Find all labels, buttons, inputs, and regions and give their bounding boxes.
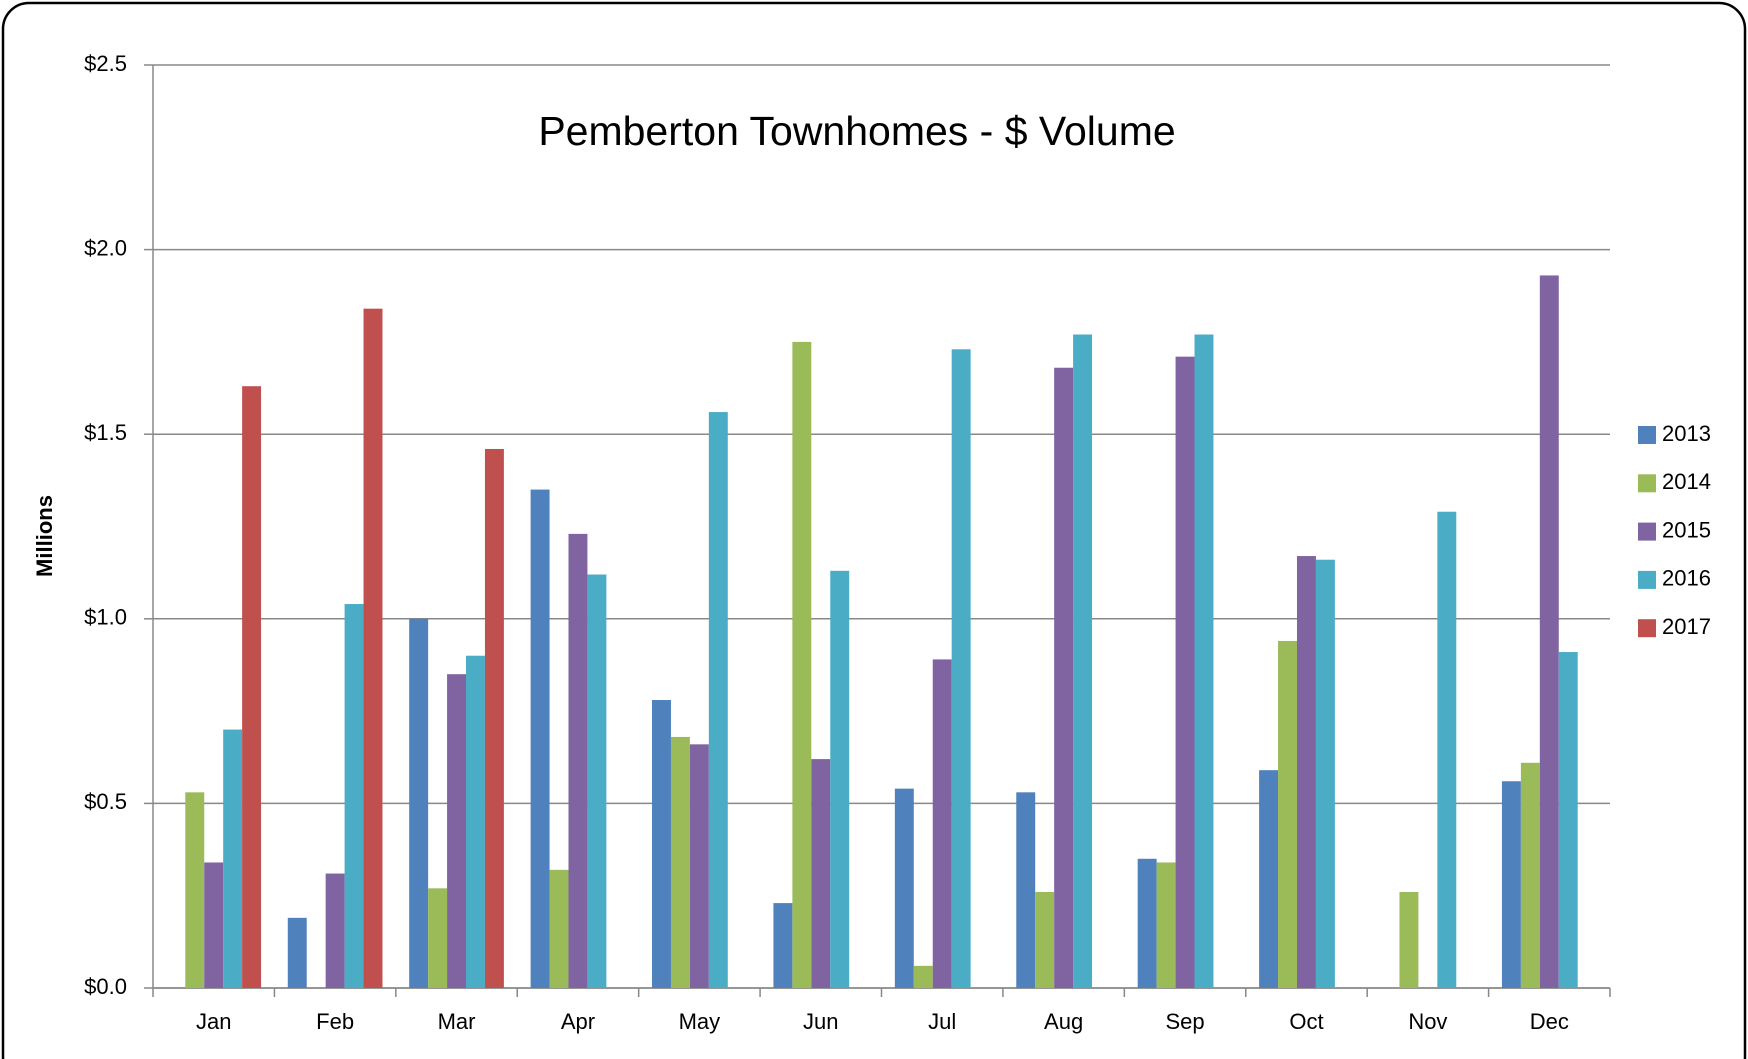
bar <box>830 570 850 988</box>
bar <box>708 412 728 989</box>
x-tick-label: Jul <box>928 1009 956 1034</box>
x-tick-label: Apr <box>561 1009 595 1034</box>
y-tick-label: $0.0 <box>84 974 127 999</box>
bar <box>223 729 243 988</box>
bar <box>1137 858 1157 988</box>
legend-label: 2016 <box>1662 566 1711 591</box>
bar <box>287 917 307 988</box>
bar <box>1520 762 1540 988</box>
legend-swatch <box>1638 522 1656 541</box>
legend-label: 2015 <box>1662 517 1711 542</box>
bar <box>932 659 952 988</box>
bar <box>1016 792 1036 988</box>
bar <box>652 700 671 988</box>
bar <box>1539 275 1559 989</box>
legend-swatch <box>1638 619 1656 638</box>
bar <box>409 618 429 988</box>
x-tick-label: Aug <box>1044 1009 1083 1034</box>
bar <box>428 888 448 988</box>
x-tick-label: Jun <box>803 1009 838 1034</box>
x-tick-label: Mar <box>438 1009 476 1034</box>
x-tick-label: Nov <box>1408 1009 1447 1034</box>
bar <box>447 674 467 988</box>
x-tick-label: Sep <box>1165 1009 1204 1034</box>
y-tick-label: $1.5 <box>84 420 127 445</box>
bar <box>1278 640 1297 988</box>
y-tick-label: $2.0 <box>84 235 127 260</box>
bar <box>1558 652 1578 988</box>
x-tick-label: May <box>679 1009 721 1034</box>
legend-swatch <box>1638 426 1656 444</box>
bar <box>1035 892 1055 988</box>
legend-label: 2013 <box>1662 421 1711 446</box>
bar <box>549 869 569 988</box>
bar <box>1437 511 1457 988</box>
bar <box>1194 334 1214 988</box>
bar <box>1175 356 1195 989</box>
legend-swatch <box>1638 570 1656 589</box>
bar <box>811 759 831 988</box>
bar <box>568 533 588 988</box>
bar <box>1296 556 1316 988</box>
x-tick-label: Feb <box>316 1009 354 1034</box>
bar <box>1315 559 1335 988</box>
x-tick-label: Jan <box>196 1009 231 1034</box>
legend-label: 2014 <box>1662 469 1711 494</box>
x-tick-label: Dec <box>1530 1009 1569 1034</box>
bar <box>325 873 345 988</box>
bar <box>689 744 709 988</box>
bar <box>185 792 205 988</box>
bar <box>363 308 383 988</box>
y-axis-label: Millions <box>32 495 57 577</box>
bar <box>1073 334 1093 988</box>
x-tick-label: Oct <box>1289 1009 1323 1034</box>
legend-label: 2017 <box>1662 614 1711 639</box>
bar <box>242 386 262 989</box>
bar <box>530 489 550 988</box>
bar <box>1054 367 1074 988</box>
bar <box>951 349 971 988</box>
bar <box>587 574 607 988</box>
y-tick-label: $2.5 <box>84 51 127 76</box>
bar <box>484 448 504 988</box>
bar <box>1259 770 1279 988</box>
bar <box>894 788 914 988</box>
y-tick-label: $1.0 <box>84 605 127 630</box>
bar <box>466 655 485 988</box>
bar <box>792 341 812 988</box>
chart-title: Pemberton Townhomes - $ Volume <box>538 108 1175 154</box>
bar <box>1156 862 1176 988</box>
y-tick-label: $0.5 <box>84 789 127 814</box>
bar <box>913 965 933 988</box>
legend-swatch <box>1638 474 1656 493</box>
bar <box>204 862 224 988</box>
bar <box>670 736 690 988</box>
bar <box>773 903 793 988</box>
bar <box>1501 781 1521 988</box>
bar <box>344 604 364 988</box>
bar <box>1399 892 1419 988</box>
